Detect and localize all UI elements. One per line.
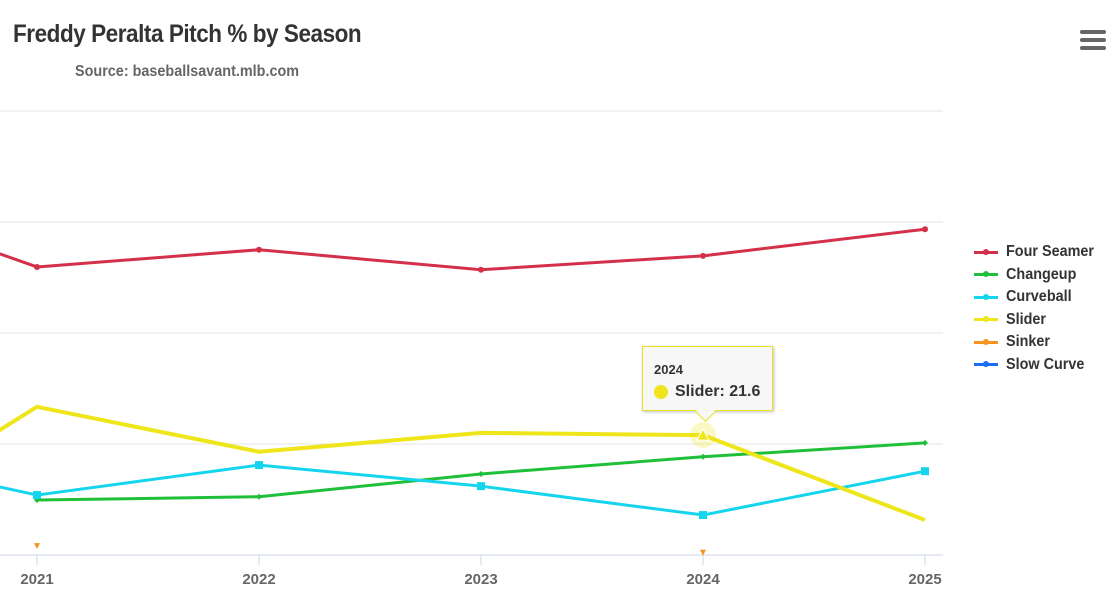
- x-tick-label: 2023: [464, 571, 497, 588]
- data-point-changeup: [256, 493, 262, 500]
- data-point-sinker: [700, 549, 706, 556]
- legend-symbol: [974, 316, 998, 323]
- data-point-curveball: [255, 461, 263, 470]
- data-point-changeup: [700, 453, 706, 460]
- legend-symbol: [974, 338, 998, 345]
- data-point-four-seamer: [34, 263, 40, 270]
- legend-label: Changeup: [1006, 265, 1077, 283]
- data-point-curveball: [33, 491, 41, 500]
- legend: Four Seamer Changeup Curveball Slider Sinker…: [974, 241, 1104, 376]
- chart-subtitle: Source: baseballsavant.mlb.com: [75, 63, 300, 80]
- data-point-sinker: [34, 543, 40, 550]
- chart-title: Freddy Peralta Pitch % by Season: [13, 20, 362, 48]
- series-line-four-seamer: [0, 227, 926, 272]
- legend-item-sinker[interactable]: Sinker: [974, 331, 1104, 354]
- data-point-four-seamer: [478, 266, 484, 273]
- legend-symbol: [974, 361, 998, 368]
- legend-label: Four Seamer: [1006, 243, 1095, 261]
- legend-item-changeup[interactable]: Changeup: [974, 264, 1104, 287]
- tooltip-value: Slider: 21.6: [675, 383, 761, 400]
- legend-label: Curveball: [1006, 288, 1072, 306]
- legend-item-slider[interactable]: Slider: [974, 309, 1104, 332]
- x-tick-label: 2024: [686, 571, 720, 588]
- legend-symbol: [974, 248, 998, 255]
- data-point-changeup: [922, 439, 928, 446]
- legend-label: Sinker: [1006, 333, 1051, 351]
- legend-label: Slider: [1006, 310, 1047, 328]
- data-point-curveball: [921, 467, 929, 476]
- hamburger-menu-icon[interactable]: [1080, 30, 1106, 52]
- legend-symbol: [974, 271, 998, 278]
- x-tick-label: 2025: [908, 571, 941, 588]
- tooltip-year: 2024: [654, 362, 683, 377]
- data-point-four-seamer: [922, 226, 928, 233]
- series-line-slider: [0, 404, 926, 522]
- series-line-curveball: [0, 463, 926, 517]
- data-point-slider: [696, 428, 710, 441]
- legend-item-four-seamer[interactable]: Four Seamer: [974, 241, 1104, 264]
- data-point-four-seamer: [700, 252, 706, 259]
- tooltip-series-dot: [654, 385, 668, 399]
- legend-item-slow-curve[interactable]: Slow Curve: [974, 354, 1104, 377]
- x-tick-label: 2021: [20, 571, 53, 588]
- legend-label: Slow Curve: [1006, 355, 1085, 373]
- data-point-curveball: [699, 511, 707, 520]
- tooltip: 2024 Slider: 21.6: [642, 346, 773, 411]
- data-point-four-seamer: [256, 246, 262, 253]
- legend-item-curveball[interactable]: Curveball: [974, 286, 1104, 309]
- legend-symbol: [974, 293, 998, 300]
- data-point-changeup: [478, 470, 484, 477]
- x-tick-label: 2022: [242, 571, 275, 588]
- data-point-curveball: [477, 482, 485, 491]
